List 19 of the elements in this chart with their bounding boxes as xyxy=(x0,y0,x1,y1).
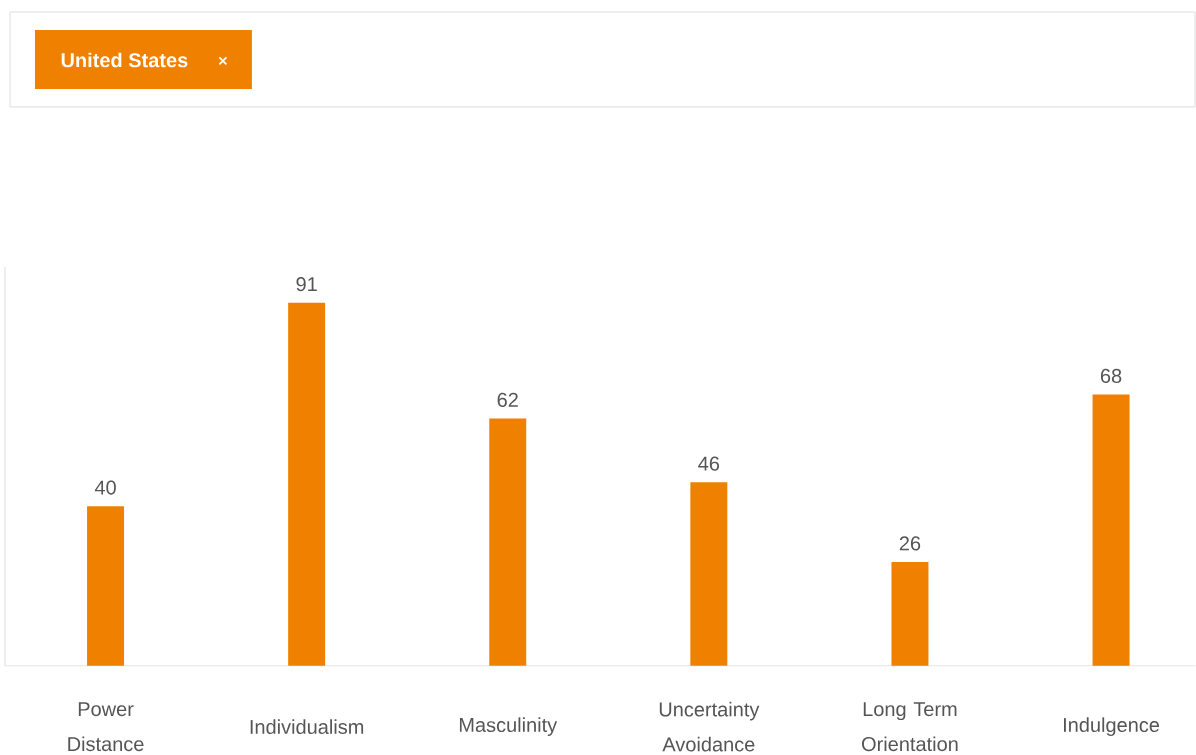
bar xyxy=(891,562,929,666)
data-label: 91 xyxy=(296,277,317,292)
x-tick-label: Long Term Orientation xyxy=(861,702,958,752)
bar xyxy=(489,418,527,666)
data-label: 26 xyxy=(899,536,921,551)
bar xyxy=(690,482,728,666)
bar xyxy=(87,506,125,666)
x-tick-label: Power Distance xyxy=(68,702,144,752)
data-label: 40 xyxy=(94,480,116,495)
bar xyxy=(288,302,326,666)
x-tick-label: Indulgence xyxy=(1063,717,1160,737)
x-tick-label: Uncertainty Avoidance xyxy=(659,701,760,752)
data-label: 62 xyxy=(497,392,518,407)
data-label: 46 xyxy=(698,456,720,471)
data-label: 68 xyxy=(1100,368,1122,384)
bar xyxy=(1092,394,1130,666)
text: United States xyxy=(61,52,188,68)
x-tick-label: Masculinity xyxy=(459,717,558,737)
x-tick-label: Individualism xyxy=(250,719,364,735)
